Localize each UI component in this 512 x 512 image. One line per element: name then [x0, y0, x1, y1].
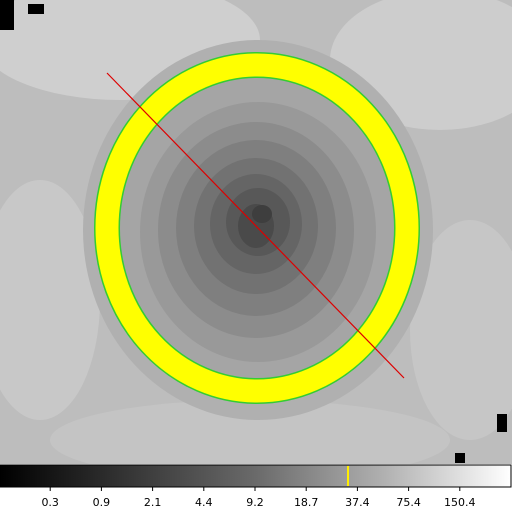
core: [252, 205, 272, 223]
colorbar-tick-label: 4.4: [195, 496, 213, 509]
masked-pixels: [497, 414, 507, 432]
colorbar-tick-label: 9.2: [246, 496, 264, 509]
colorbar-tick-label: 18.7: [294, 496, 319, 509]
masked-pixels: [455, 453, 465, 463]
colorbar-tick-label: 37.4: [345, 496, 370, 509]
colorbar-tick-label: 2.1: [144, 496, 162, 509]
projection-line[interactable]: [106, 72, 405, 379]
sky-patch: [410, 220, 512, 440]
colorbar-ticks: 0.3 0.9 2.1 4.4 9.2 18.7 37.4 75.4 150.4: [41, 487, 476, 509]
masked-pixels: [28, 4, 44, 14]
colorbar-tick-label: 0.3: [41, 496, 59, 509]
image: [0, 0, 512, 464]
colorbar-tick-label: 150.4: [444, 496, 476, 509]
colorbar-tick-label: 0.9: [93, 496, 111, 509]
masked-pixels: [0, 0, 14, 30]
sky-patch: [50, 400, 450, 464]
region-annulus[interactable]: [95, 53, 419, 403]
sky-patch: [0, 180, 100, 420]
colorbar-tick-label: 75.4: [396, 496, 421, 509]
colorbar: [0, 464, 512, 488]
